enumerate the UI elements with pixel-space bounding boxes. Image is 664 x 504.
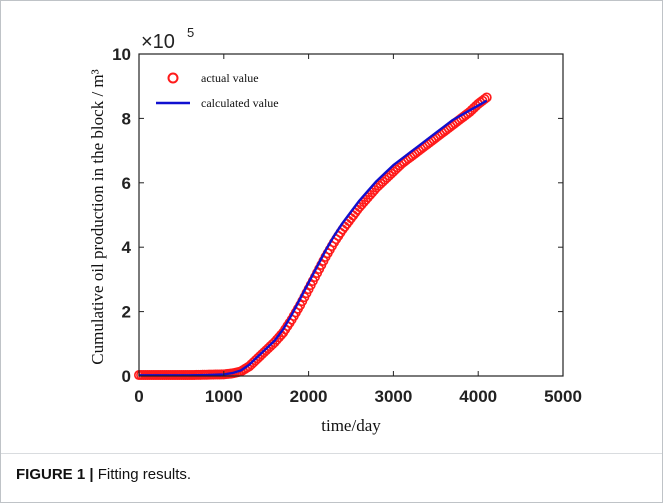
- plot-frame: [138, 53, 564, 377]
- y-multiplier-exponent: 5: [187, 25, 194, 40]
- chart-svg: 0 1000 2000 3000 4000 5000 0 2 4 6 8 10 ×10 5 time/…: [88, 25, 582, 435]
- calculated-value-line: [139, 99, 488, 377]
- y-multiplier: ×10: [141, 31, 175, 53]
- figure-label: FIGURE 1 |: [16, 466, 94, 483]
- x-tick-label: 0: [134, 387, 143, 406]
- y-tick-label: 0: [122, 367, 131, 386]
- x-tick-label: 3000: [374, 387, 412, 406]
- y-axis-label: Cumulative oil production in the block /…: [88, 69, 107, 364]
- x-tick-label: 2000: [290, 387, 328, 406]
- legend: actual value calculated value: [156, 71, 279, 110]
- y-tick-label: 6: [122, 174, 131, 193]
- y-tick-label: 8: [122, 109, 131, 128]
- x-tick-label: 5000: [544, 387, 582, 406]
- legend-entry-actual: actual value: [201, 71, 259, 85]
- caption-text: Fitting results.: [97, 466, 192, 483]
- y-tick-label: 10: [112, 45, 131, 64]
- x-tick-label: 1000: [205, 387, 243, 406]
- legend-marker-actual: [167, 72, 179, 84]
- y-tick-label: 4: [122, 238, 132, 257]
- actual-value-point: [479, 94, 490, 105]
- chart: 0 1000 2000 3000 4000 5000 0 2 4 6 8 10 ×10 5 time/…: [88, 25, 582, 435]
- legend-entry-calculated: calculated value: [201, 96, 279, 110]
- figure-caption: FIGURE 1 | Fitting results.: [16, 466, 191, 483]
- y-tick-label: 2: [122, 303, 131, 322]
- caption-divider: [1, 453, 662, 454]
- x-tick-label: 4000: [459, 387, 497, 406]
- x-axis-label: time/day: [321, 416, 381, 435]
